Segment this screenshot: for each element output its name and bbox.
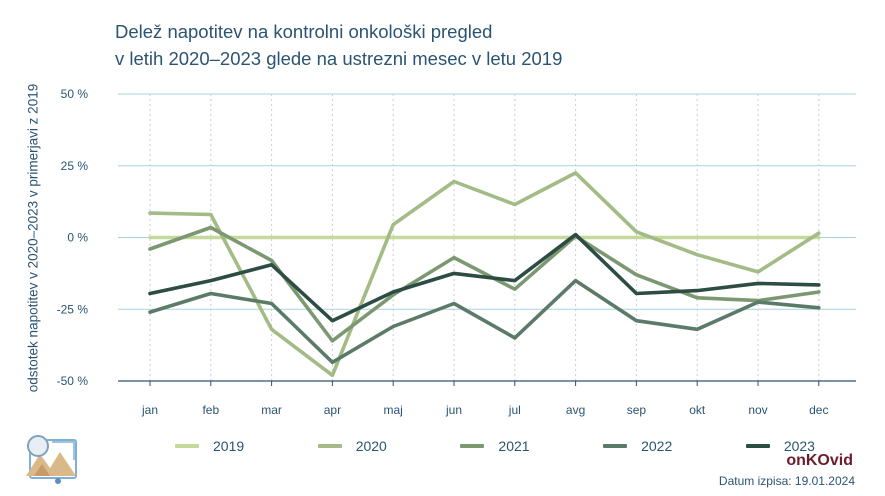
y-tick-label: 25 % xyxy=(61,159,89,173)
x-tick-label: avg xyxy=(566,403,585,417)
brand-name: onKOvid xyxy=(786,452,853,469)
legend-swatch xyxy=(460,444,485,448)
series-lines xyxy=(148,171,821,378)
legend-swatch xyxy=(745,444,770,448)
series-line-2021 xyxy=(148,225,821,343)
legend: 2019 2020 2021 2022 2023 xyxy=(175,433,815,459)
x-tick-label: jun xyxy=(445,403,462,417)
legend-item-2021[interactable]: 2021 xyxy=(460,438,530,454)
print-date: Datum izpisa: 19.01.2024 xyxy=(718,474,855,488)
x-tick-label: okt xyxy=(689,403,706,417)
legend-label: 2023 xyxy=(783,438,815,454)
x-axis: jan feb mar apr maj jun jul avg sep okt nov dec xyxy=(118,380,856,417)
x-tick-label: feb xyxy=(202,403,219,417)
y-tick-label: -50 % xyxy=(57,374,89,388)
series-line-2022 xyxy=(148,278,821,365)
y-tick-label: 0 % xyxy=(67,231,88,245)
legend-swatch xyxy=(317,444,342,448)
y-tick-label: -25 % xyxy=(57,302,89,316)
legend-swatch xyxy=(175,444,199,448)
x-tick-label: jul xyxy=(508,403,521,417)
legend-item-2020[interactable]: 2020 xyxy=(317,438,387,454)
chart-title: Delež napotitev na kontrolni onkološki p… xyxy=(115,18,815,72)
x-tick-label: maj xyxy=(384,403,403,417)
legend-label: 2022 xyxy=(641,438,673,454)
series-line-2023 xyxy=(148,232,821,323)
x-tick-label: sep xyxy=(627,403,647,417)
legend-label: 2019 xyxy=(213,438,245,454)
x-tick-label: nov xyxy=(748,403,767,417)
chart-title-line-1: Delež napotitev na kontrolni onkološki p… xyxy=(115,21,493,42)
onkovid-logo-icon xyxy=(26,435,77,484)
legend-item-2019[interactable]: 2019 xyxy=(175,438,244,454)
x-tick-label: mar xyxy=(261,403,282,417)
legend-item-2023[interactable]: 2023 xyxy=(745,438,815,454)
legend-label: 2020 xyxy=(355,438,387,454)
chart-title-line-2: v letih 2020–2023 glede na ustrezni mese… xyxy=(115,48,563,69)
y-tick-label: 50 % xyxy=(61,87,89,101)
legend-label: 2021 xyxy=(498,438,530,454)
legend-item-2022[interactable]: 2022 xyxy=(603,438,672,454)
legend-swatch xyxy=(603,444,628,448)
x-tick-label: apr xyxy=(324,403,341,417)
x-tick-label: dec xyxy=(809,403,828,417)
series-line-2020 xyxy=(148,171,821,378)
y-tick-labels: 50 % 25 % 0 % -25 % -50 % xyxy=(57,87,89,388)
x-tick-label: jan xyxy=(141,403,158,417)
line-chart: 50 % 25 % 0 % -25 % -50 % jan feb mar apr maj jun… xyxy=(57,87,856,417)
